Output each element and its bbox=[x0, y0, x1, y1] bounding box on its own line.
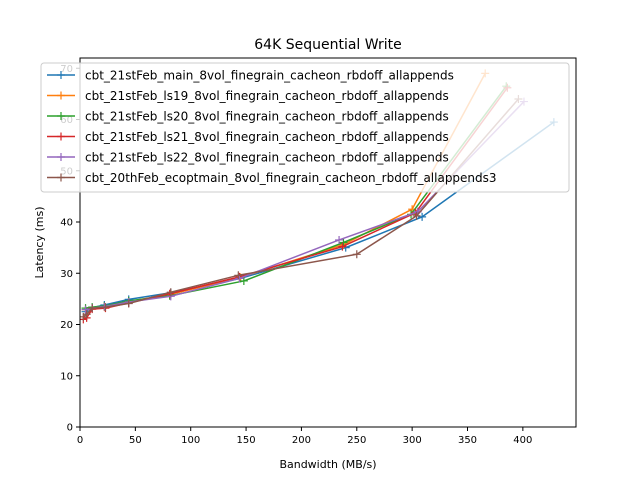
data-point-marker bbox=[82, 310, 91, 319]
x-tick-label: 200 bbox=[292, 435, 311, 446]
data-point-marker bbox=[234, 271, 243, 280]
y-tick-label: 30 bbox=[60, 269, 73, 280]
y-tick-label: 20 bbox=[60, 320, 73, 331]
x-tick-label: 400 bbox=[513, 435, 532, 446]
legend-marker bbox=[57, 132, 65, 141]
legend-label: cbt_21stFeb_ls21_8vol_finegrain_cacheon_… bbox=[85, 130, 449, 144]
data-point-marker bbox=[418, 212, 427, 221]
data-point-marker bbox=[239, 276, 248, 285]
y-tick-label: 10 bbox=[60, 371, 73, 382]
legend-marker bbox=[57, 153, 65, 161]
legend-box bbox=[40, 62, 570, 193]
data-point-marker bbox=[352, 250, 361, 259]
data-point-marker bbox=[81, 305, 90, 314]
series-line bbox=[82, 98, 519, 318]
x-tick-label: 100 bbox=[181, 435, 200, 446]
legend-item: cbt_21stFeb_ls21_8vol_finegrain_cacheon_… bbox=[47, 130, 449, 144]
x-tick-label: 300 bbox=[403, 435, 422, 446]
legend-label: cbt_21stFeb_ls22_8vol_finegrain_cacheon_… bbox=[85, 151, 449, 165]
legend-marker bbox=[57, 71, 65, 79]
legend-item: cbt_20thFeb_ecoptmain_8vol_finegrain_cac… bbox=[47, 171, 497, 185]
legend-marker bbox=[57, 91, 65, 100]
legend-item: cbt_21stFeb_ls22_8vol_finegrain_cacheon_… bbox=[47, 151, 449, 165]
chart-title: 64K Sequential Write bbox=[254, 37, 401, 53]
legend-item: cbt_21stFeb_main_8vol_finegrain_cacheon_… bbox=[47, 69, 454, 83]
legend-label: cbt_21stFeb_ls20_8vol_finegrain_cacheon_… bbox=[85, 110, 449, 124]
x-tick-label: 50 bbox=[129, 435, 142, 446]
data-point-marker bbox=[335, 235, 344, 244]
y-tick-label: 0 bbox=[67, 423, 73, 434]
legend-label: cbt_21stFeb_ls19_8vol_finegrain_cacheon_… bbox=[85, 89, 449, 103]
data-point-marker bbox=[338, 242, 347, 251]
x-tick-label: 250 bbox=[347, 435, 366, 446]
legend-item: cbt_21stFeb_ls20_8vol_finegrain_cacheon_… bbox=[47, 110, 449, 124]
legend-label: cbt_20thFeb_ecoptmain_8vol_finegrain_cac… bbox=[85, 171, 497, 185]
x-tick-label: 0 bbox=[77, 435, 83, 446]
data-point-marker bbox=[124, 299, 133, 308]
y-tick-label: 40 bbox=[60, 218, 73, 229]
axes-frame bbox=[79, 57, 577, 428]
legend-marker bbox=[57, 173, 65, 182]
x-tick-label: 150 bbox=[237, 435, 256, 446]
legend: cbt_21stFeb_main_8vol_finegrain_cacheon_… bbox=[40, 62, 570, 193]
x-axis-label: Bandwidth (MB/s) bbox=[279, 458, 376, 471]
data-point-marker bbox=[412, 211, 421, 220]
data-point-marker bbox=[339, 238, 348, 247]
legend-item: cbt_21stFeb_ls19_8vol_finegrain_cacheon_… bbox=[47, 89, 449, 103]
legend-label: cbt_21stFeb_main_8vol_finegrain_cacheon_… bbox=[85, 69, 454, 83]
data-point-marker bbox=[166, 288, 175, 297]
legend-marker bbox=[57, 112, 65, 120]
data-point-marker bbox=[101, 303, 110, 312]
x-tick-label: 350 bbox=[458, 435, 477, 446]
data-point-marker bbox=[88, 304, 97, 313]
y-axis-label: Latency (ms) bbox=[33, 206, 46, 278]
